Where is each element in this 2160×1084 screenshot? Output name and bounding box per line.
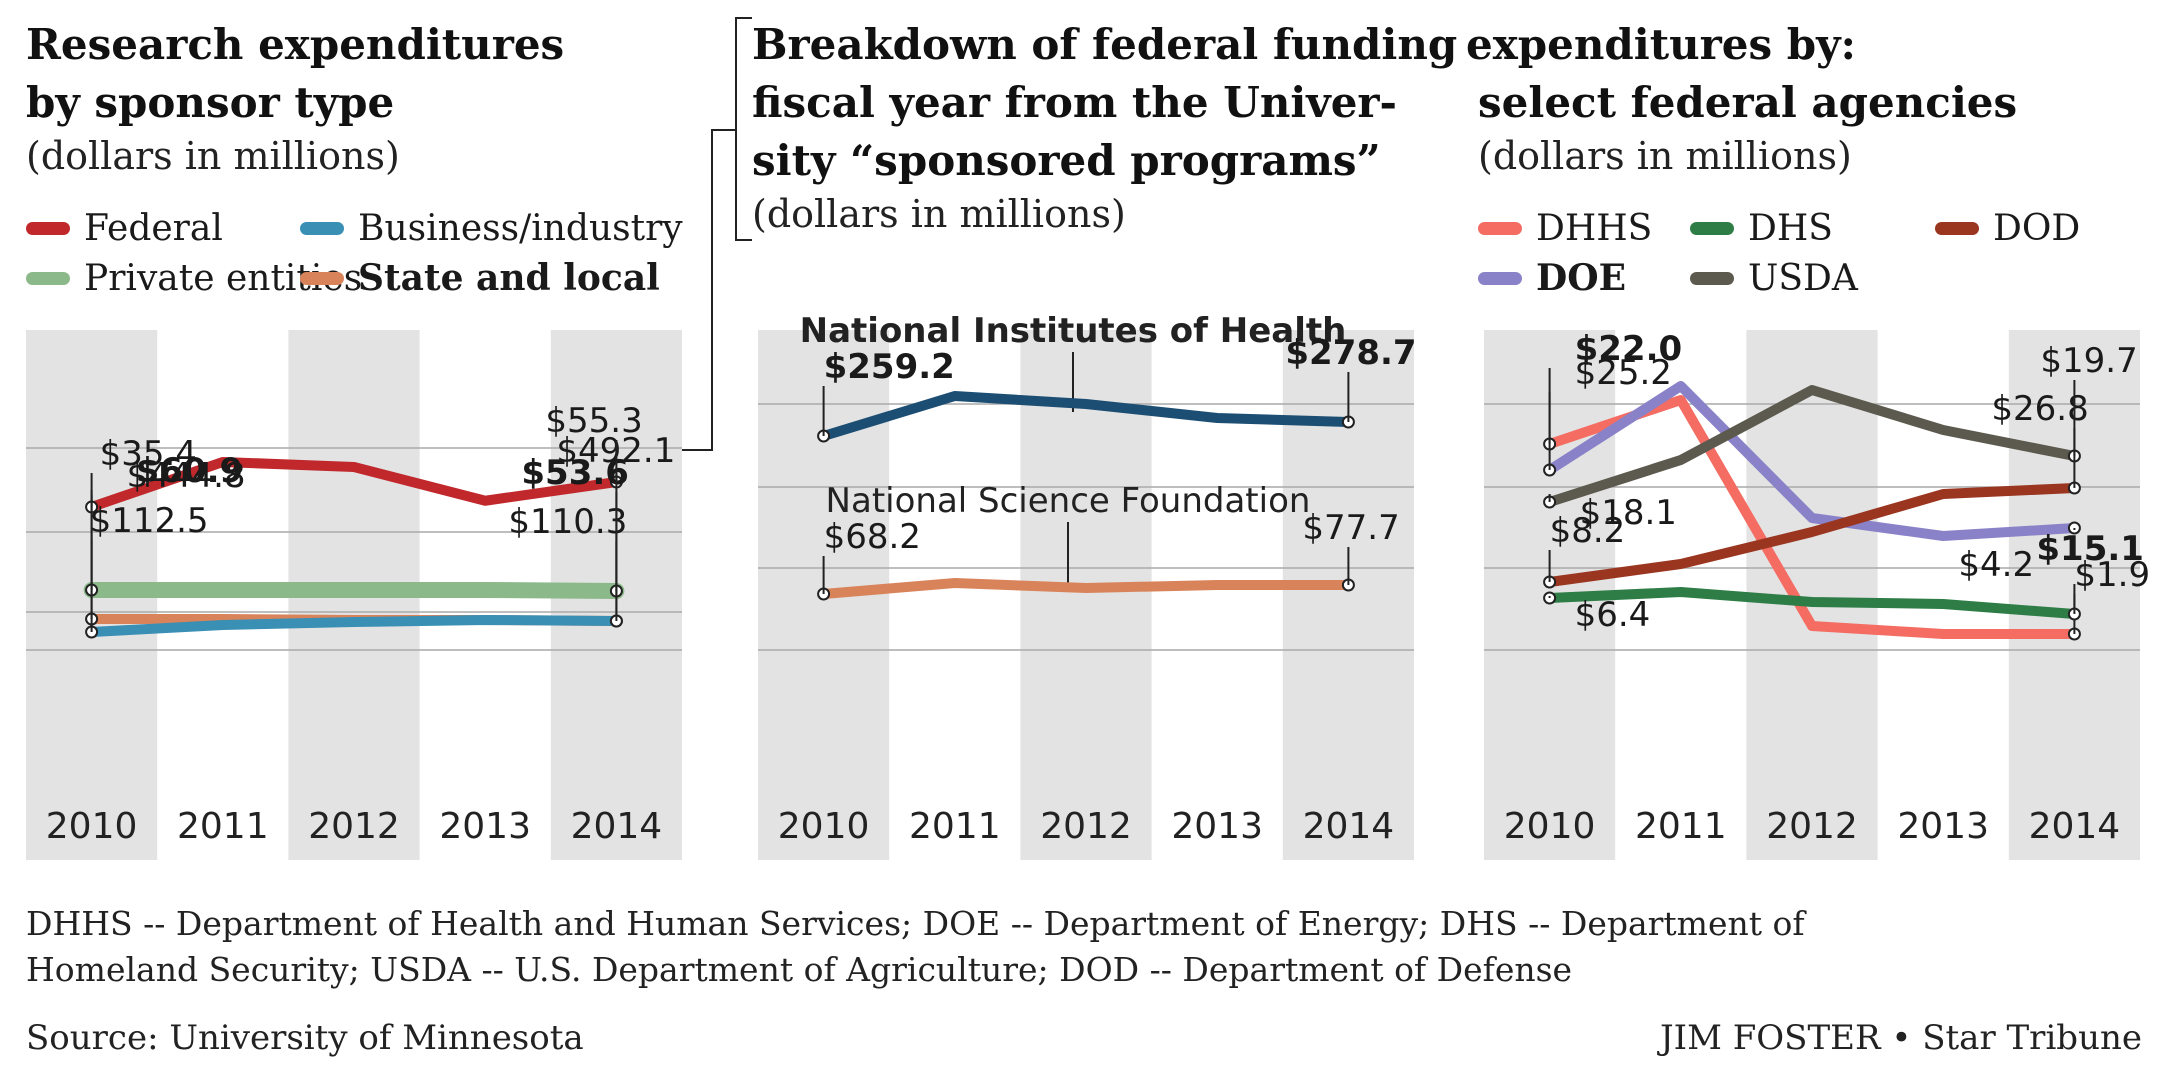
data-label-dhhs-2010: $25.2 <box>1575 353 1672 393</box>
data-label-usda-2010: $18.1 <box>1580 493 1677 533</box>
x-tick-label-2010: 2010 <box>778 806 870 847</box>
federal-title-line-3: sity “sponsored programs” <box>752 136 1381 185</box>
sponsor-subtitle: (dollars in millions) <box>26 134 400 178</box>
data-label-doe-2010: $22.0 <box>1575 329 1683 369</box>
legend-item-usda: USDA <box>1690 253 1858 303</box>
annotation-national-science-foundation: National Science Foundation <box>826 481 1311 521</box>
bracket-line-lower <box>735 130 752 241</box>
federal-agencies-chart: 2010 2011 2012 2013 2014$25.2$1.9$22.0$15.1$… <box>1484 329 2150 860</box>
x-tick-label-2011: 2011 <box>177 806 269 847</box>
legend-item-dod: DOD <box>1935 203 2080 253</box>
legend-item-doe: DOE <box>1478 253 1626 303</box>
chart-0-bands <box>26 330 682 860</box>
x-tick-label-2010: 2010 <box>1504 806 1596 847</box>
legend-label-business-industry: Business/industry <box>358 207 683 249</box>
legend-label-federal: Federal <box>84 207 223 249</box>
sponsor-title-line-1: Research expenditures <box>26 20 565 69</box>
series-line-usda <box>1544 385 2080 507</box>
series-line-national-institutes-of-health <box>818 391 1354 441</box>
data-label-national-science-foundation-2010: $68.2 <box>824 517 921 557</box>
legend-swatch-private-entities <box>26 271 70 285</box>
x-tick-label-2012: 2012 <box>1766 806 1858 847</box>
series-line-private-entities <box>83 582 625 599</box>
agencies-title-line-2: select federal agencies <box>1478 78 2018 127</box>
credit-text: JIM FOSTER • Star Tribune <box>1660 1018 2142 1058</box>
series-line-business-industry <box>86 615 622 637</box>
data-label-dod-2010: $8.2 <box>1550 511 1626 551</box>
federal-title-line-2: fiscal year from the Univer- <box>752 78 1397 127</box>
data-label-usda-2014: $26.8 <box>1991 389 2088 429</box>
legend-swatch-usda <box>1690 271 1734 285</box>
legend-item-business-industry: Business/industry <box>300 203 683 253</box>
legend-swatch-doe <box>1478 271 1522 285</box>
legend-swatch-dhs <box>1690 221 1734 235</box>
year-band-2012 <box>1020 330 1152 860</box>
legend-item-federal: Federal <box>26 203 223 253</box>
data-label-dhs-2010: $6.4 <box>1575 595 1651 635</box>
legend-label-dhhs: DHHS <box>1536 207 1653 249</box>
agencies-title-line-1: expenditures by: <box>1466 20 1857 69</box>
data-label-dhs-2014: $4.2 <box>1958 545 2034 585</box>
annotation-national-institutes-of-health: National Institutes of Health <box>800 311 1347 351</box>
data-label-national-institutes-of-health-2010: $259.2 <box>824 347 955 387</box>
federal-title-line-1: Breakdown of federal funding <box>752 20 1458 69</box>
data-label-state-and-local-2010: $60.9 <box>136 451 244 491</box>
data-label-business-industry-2014: $55.3 <box>545 401 642 441</box>
x-tick-label-2014: 2014 <box>2029 806 2121 847</box>
data-label-state-and-local-2014: $53.6 <box>521 453 629 493</box>
legend-item-state-local: State and local <box>300 253 660 303</box>
x-tick-label-2012: 2012 <box>308 806 400 847</box>
x-tick-label-2011: 2011 <box>1635 806 1727 847</box>
data-label-business-industry-2010: $35.4 <box>100 434 197 474</box>
data-label-doe-2014: $15.1 <box>2036 529 2144 569</box>
series-line-dod <box>1544 483 2080 587</box>
data-label-private-entities-2010: $112.5 <box>90 501 209 541</box>
legend-label-usda: USDA <box>1748 257 1858 299</box>
footnote-line-1: DHHS -- Department of Health and Human S… <box>26 904 1805 943</box>
agencies-subtitle: (dollars in millions) <box>1478 134 1852 178</box>
x-tick-label-2012: 2012 <box>1040 806 1132 847</box>
data-label-dhhs-2014: $1.9 <box>2074 555 2150 595</box>
legend-swatch-business-industry <box>300 221 344 235</box>
legend-label-state-local: State and local <box>358 257 660 299</box>
legend-swatch-dod <box>1935 221 1979 235</box>
data-label-national-institutes-of-health-2014: $278.7 <box>1285 333 1416 373</box>
data-label-dod-2014: $19.7 <box>2040 341 2137 381</box>
x-tick-label-2013: 2013 <box>1171 806 1263 847</box>
legend-swatch-dhhs <box>1478 221 1522 235</box>
legend-item-dhhs: DHHS <box>1478 203 1652 253</box>
sponsor-type-chart: 2010 2011 2012 2013 2014$444.8$492.1$112.5 $1… <box>26 330 682 860</box>
series-line-federal <box>86 457 622 512</box>
footnote-line-2: Homeland Security; USDA -- U.S. Departme… <box>26 950 1573 989</box>
x-tick-label-2011: 2011 <box>909 806 1001 847</box>
federal-funding-chart: 2010 2011 2012 2013 2014 National Institutes … <box>758 311 1417 860</box>
federal-subtitle: (dollars in millions) <box>752 192 1126 236</box>
source-text: Source: University of Minnesota <box>26 1018 584 1058</box>
x-tick-label-2010: 2010 <box>46 806 138 847</box>
series-line-national-science-foundation <box>818 578 1354 599</box>
data-label-private-entities-2014: $110.3 <box>508 502 627 542</box>
series-line-doe <box>1544 381 2080 541</box>
sponsor-title-line-2: by sponsor type <box>26 78 395 127</box>
x-tick-label-2014: 2014 <box>571 806 663 847</box>
legend-swatch-federal <box>26 221 70 235</box>
legend-swatch-state-local <box>300 271 344 285</box>
legend-label-dhs: DHS <box>1748 207 1833 249</box>
series-line-dhs <box>1544 587 2080 619</box>
legend-label-doe: DOE <box>1536 257 1627 299</box>
x-tick-label-2014: 2014 <box>1303 806 1395 847</box>
data-label-federal-2010: $444.8 <box>127 456 246 496</box>
x-tick-label-2013: 2013 <box>439 806 531 847</box>
legend-label-dod: DOD <box>1993 207 2081 249</box>
data-label-national-science-foundation-2014: $77.7 <box>1302 508 1399 548</box>
legend-item-dhs: DHS <box>1690 203 1833 253</box>
x-tick-label-2013: 2013 <box>1897 806 1989 847</box>
